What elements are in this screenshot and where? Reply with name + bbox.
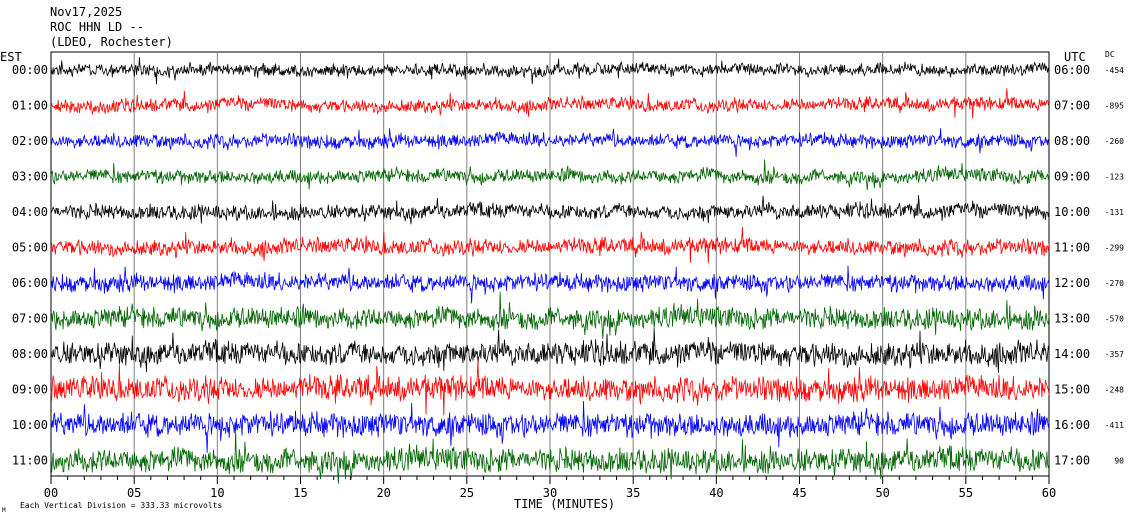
seismic-trace [50, 195, 1050, 225]
est-label: 09:00 [12, 383, 48, 397]
est-label: 11:00 [12, 454, 48, 468]
est-label: 00:00 [12, 63, 48, 77]
est-label: 10:00 [12, 418, 48, 432]
est-label: 06:00 [12, 276, 48, 290]
x-tick-label: 20 [376, 486, 390, 500]
x-tick-label: 25 [460, 486, 474, 500]
dc-offset-label: -895 [1105, 102, 1124, 111]
est-label: 08:00 [12, 347, 48, 361]
utc-label: 16:00 [1054, 418, 1090, 432]
dc-offset-label: -357 [1105, 350, 1124, 359]
utc-label: 09:00 [1054, 170, 1090, 184]
x-tick-label: 15 [293, 486, 307, 500]
est-label: 05:00 [12, 241, 48, 255]
seismic-trace [50, 227, 1050, 264]
utc-label: 12:00 [1054, 276, 1090, 290]
x-tick-label: 55 [959, 486, 973, 500]
utc-label: 06:00 [1054, 63, 1090, 77]
dc-offset-label: -454 [1105, 66, 1124, 75]
scale-note: Each Vertical Division = 333.33 microvol… [20, 501, 222, 510]
utc-label: 07:00 [1054, 99, 1090, 113]
dc-offset-label: -123 [1105, 173, 1124, 182]
corner-mark: M [2, 507, 6, 514]
dc-offset-label: -411 [1105, 421, 1124, 430]
utc-label: 08:00 [1054, 134, 1090, 148]
est-label: 03:00 [12, 170, 48, 184]
utc-label: 13:00 [1054, 312, 1090, 326]
x-tick-label: 40 [709, 486, 723, 500]
x-tick-label: 10 [210, 486, 224, 500]
x-tick-label: 05 [127, 486, 141, 500]
utc-label: 17:00 [1054, 454, 1090, 468]
seismic-trace [50, 401, 1050, 453]
seismic-trace [50, 128, 1049, 158]
seismic-trace [50, 359, 1050, 416]
seismic-trace [50, 291, 1050, 340]
header-date: Nov17,2025 [50, 5, 122, 19]
utc-label: 11:00 [1054, 241, 1090, 255]
x-tick-label: 60 [1042, 486, 1056, 500]
seismic-trace [50, 265, 1050, 304]
utc-label: 15:00 [1054, 383, 1090, 397]
utc-label: 14:00 [1054, 347, 1090, 361]
x-axis-label: TIME (MINUTES) [514, 497, 615, 511]
dc-offset-label: -299 [1105, 244, 1124, 253]
seismic-trace [50, 159, 1050, 191]
header-location: (LDEO, Rochester) [50, 35, 173, 49]
est-label: 02:00 [12, 134, 48, 148]
utc-axis-title: UTC [1064, 50, 1086, 64]
dc-offset-label: 90 [1114, 457, 1124, 466]
dc-offset-label: -248 [1105, 386, 1124, 395]
x-tick-label: 30 [543, 486, 557, 500]
axis-labels: 00 05 10 15 20 25 30 35 40 45 50 55 60 00:00 06:00 -454… [12, 63, 1124, 500]
x-tick-label: 50 [875, 486, 889, 500]
dc-axis-title: DC [1105, 50, 1115, 59]
header-station: ROC HHN LD -- [50, 20, 144, 34]
seismic-trace [50, 57, 1050, 85]
seismic-trace [50, 430, 1050, 484]
dc-offset-label: -270 [1105, 279, 1124, 288]
dc-offset-label: -260 [1105, 137, 1124, 146]
seismic-traces [50, 57, 1050, 484]
x-tick-label: 35 [626, 486, 640, 500]
est-label: 07:00 [12, 312, 48, 326]
dc-offset-label: -570 [1105, 315, 1124, 324]
seismic-trace [50, 327, 1050, 373]
est-axis-title: EST [0, 50, 22, 64]
x-tick-label: 00 [44, 486, 58, 500]
x-tick-label: 45 [792, 486, 806, 500]
utc-label: 10:00 [1054, 205, 1090, 219]
dc-offset-label: -131 [1105, 208, 1124, 217]
seismic-trace [50, 88, 1050, 119]
est-label: 01:00 [12, 99, 48, 113]
plot-grid [50, 51, 1050, 484]
est-label: 04:00 [12, 205, 48, 219]
